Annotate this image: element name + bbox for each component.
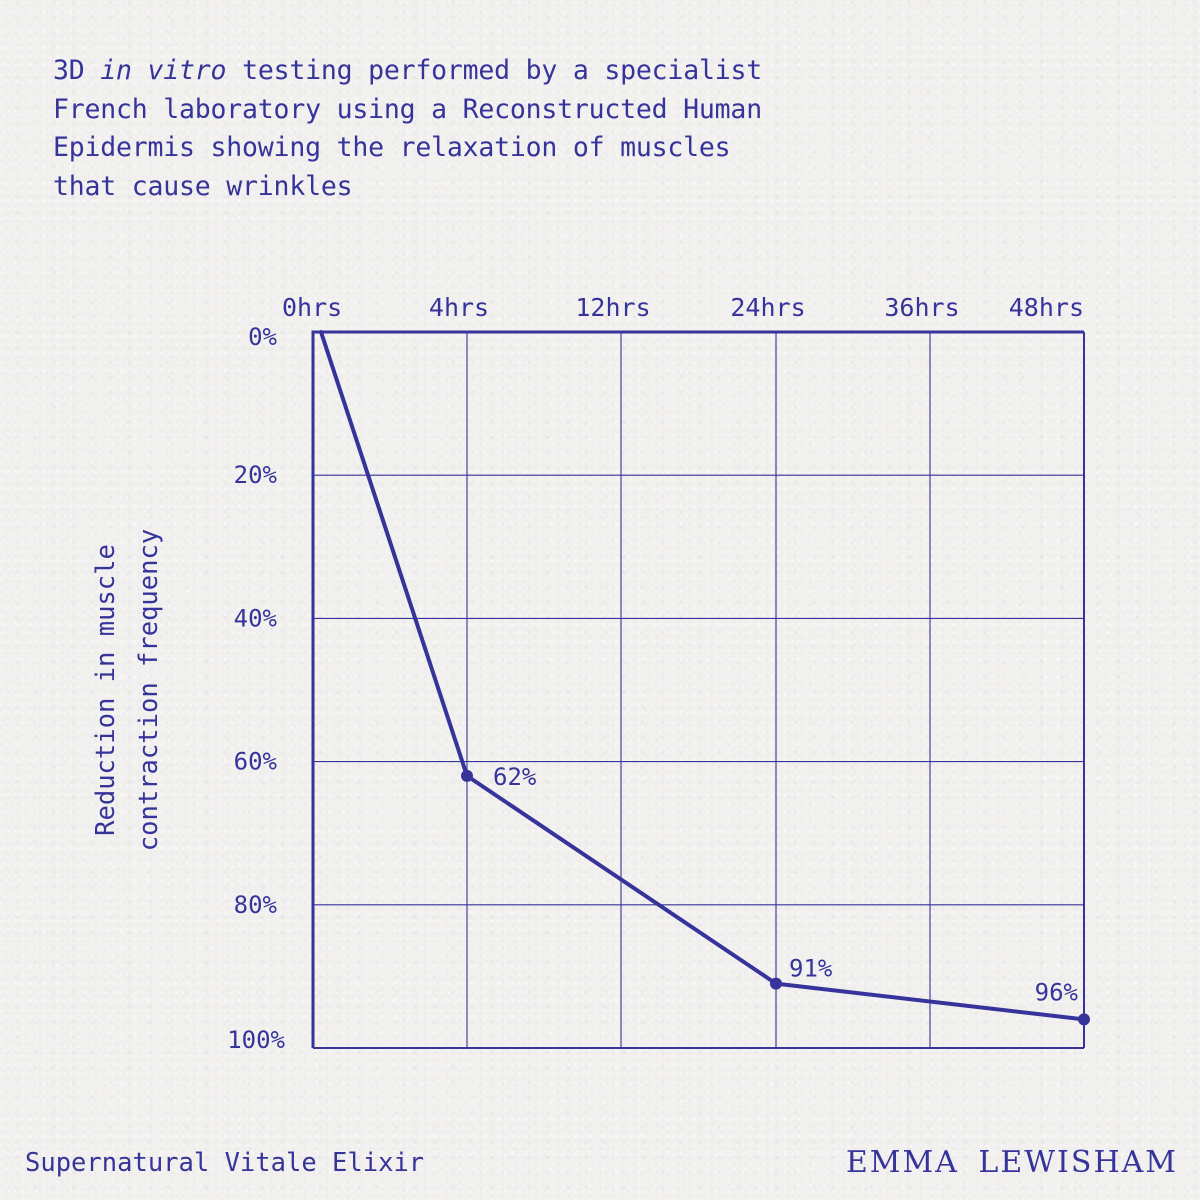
product-name: Supernatural Vitale Elixir xyxy=(25,1148,425,1178)
x-tick-label: 0hrs xyxy=(282,293,342,322)
series-line xyxy=(319,330,1086,1022)
headline-italic: in vitro xyxy=(100,55,227,86)
y-tick-label: 40% xyxy=(234,604,278,632)
y-tick-label: 100% xyxy=(227,1026,285,1054)
y-tick-label: 0% xyxy=(248,323,277,351)
data-label: 91% xyxy=(789,955,833,983)
chart-axes xyxy=(311,330,1085,1049)
x-tick-label: 36hrs xyxy=(884,293,959,322)
headline: 3D in vitro testing performed by a speci… xyxy=(53,52,873,207)
y-axis-title-line: contraction frequency xyxy=(134,529,164,851)
x-tick-label: 24hrs xyxy=(730,293,805,322)
data-point-marker xyxy=(1078,1013,1090,1026)
x-tick-labels: 0hrs 4hrs 12hrs 24hrs 36hrs 48hrs xyxy=(282,293,1084,322)
headline-line-3: Epidermis showing the relaxation of musc… xyxy=(53,132,731,164)
chart-grid xyxy=(313,332,1085,1048)
data-labels: 62% 91% 96% xyxy=(493,763,1079,1006)
y-axis-title: Reduction in muscle contraction frequency xyxy=(91,529,164,851)
y-tick-label: 20% xyxy=(234,461,278,489)
data-point-marker xyxy=(461,769,473,782)
chart-series xyxy=(319,330,1090,1026)
data-point-marker xyxy=(770,977,782,990)
x-tick-label: 4hrs xyxy=(429,293,489,322)
x-tick-label: 12hrs xyxy=(575,293,650,322)
y-tick-label: 60% xyxy=(234,748,278,776)
x-tick-label: 48hrs xyxy=(1009,293,1084,322)
headline-part-2: testing performed by a specialist xyxy=(226,55,762,86)
headline-line-2: French laboratory using a Reconstructed … xyxy=(53,93,762,125)
headline-line-4: that cause wrinkles xyxy=(53,171,353,203)
data-label: 96% xyxy=(1035,978,1079,1006)
data-label: 62% xyxy=(493,763,537,791)
y-tick-label: 80% xyxy=(234,891,278,919)
headline-part-1: 3D xyxy=(53,55,101,86)
y-axis-title-line: Reduction in muscle xyxy=(91,544,121,836)
brand-logo: EMMA LEWISHAM xyxy=(845,1145,1178,1180)
headline-line-1: 3D in vitro testing performed by a speci… xyxy=(53,52,873,91)
y-tick-labels: 0% 20% 40% 60% 80% 100% xyxy=(227,323,285,1054)
